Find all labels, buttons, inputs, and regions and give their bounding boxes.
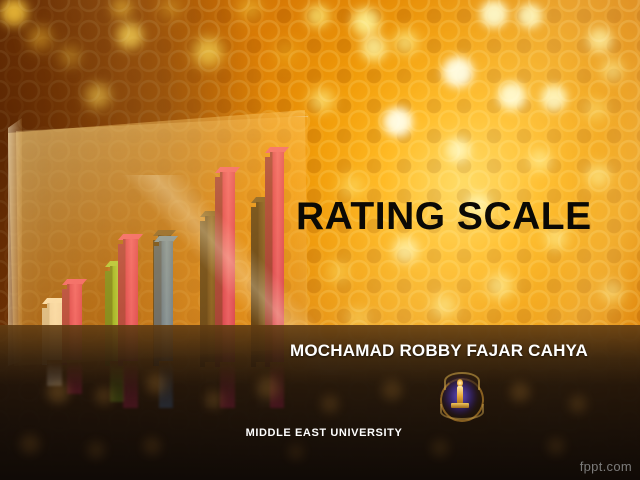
bokeh-dot [26, 24, 54, 52]
bokeh-dot [114, 20, 146, 52]
floor-bokeh-dot [205, 391, 223, 409]
floor-glow [0, 325, 640, 385]
bokeh-dot [515, 1, 545, 31]
bokeh-dot [326, 260, 350, 284]
floor-bokeh-dot [87, 441, 105, 459]
bokeh-dot [495, 79, 529, 113]
floor-bokeh-dot [146, 374, 166, 394]
bokeh-dot [358, 32, 390, 64]
bokeh-dot [308, 86, 336, 114]
organization-name: MIDDLE EAST UNIVERSITY [0, 427, 640, 439]
bokeh-dot [392, 28, 420, 56]
floor-bokeh-dot [288, 444, 304, 460]
floor-bokeh-dot [257, 377, 279, 399]
floor-bokeh-dot [382, 380, 402, 400]
bokeh-dot [538, 82, 570, 114]
bokeh-dot [584, 162, 612, 190]
bokeh-dot [339, 173, 365, 199]
glass-panel-edge [8, 118, 22, 366]
bokeh-dot [443, 135, 473, 165]
bokeh-dot [463, 191, 493, 221]
floor-bokeh-dot [431, 439, 449, 457]
glass-panel [8, 110, 308, 366]
bokeh-dot [439, 53, 477, 91]
floor-bokeh-dot [510, 382, 530, 402]
bokeh-dot [542, 224, 570, 252]
bokeh-dot [599, 279, 625, 305]
floor-bokeh-dot [547, 437, 565, 455]
bokeh-dot [485, 271, 515, 301]
bar-5b [265, 147, 290, 367]
floor-bokeh-dot [321, 395, 339, 413]
bar-4b [215, 167, 241, 367]
bokeh-dot [58, 44, 82, 68]
organization-label: MIDDLE EAST UNIVERSITY [245, 427, 403, 439]
bokeh-dot [237, 0, 263, 21]
floor-bokeh-dot [143, 437, 161, 455]
bar-1b-reflection [67, 362, 82, 394]
floor-bokeh-dot [569, 395, 587, 413]
page-title: RATING SCALE [296, 195, 592, 238]
floor-bokeh-dot [20, 434, 40, 454]
bokeh-dot [304, 2, 332, 30]
bokeh-dot [0, 0, 31, 29]
bokeh-dot [110, 0, 134, 20]
bokeh-dot [390, 234, 422, 266]
bokeh-dot [527, 147, 553, 173]
floor-bokeh-dot [95, 387, 113, 405]
bokeh-dot [275, 41, 297, 63]
bokeh-dot [83, 81, 113, 111]
floor-bokeh-dot [47, 381, 69, 403]
bar-2b-reflection [123, 362, 138, 408]
bokeh-dot [159, 0, 181, 19]
bokeh-dot [477, 0, 511, 31]
bokeh-dot [584, 98, 608, 122]
presenter-name: MOCHAMAD ROBBY FAJAR CAHYA [290, 341, 589, 360]
middle-east-university-emblem-icon [431, 372, 489, 425]
bokeh-dot [430, 292, 458, 320]
bokeh-dot [380, 104, 416, 140]
watermark: fppt.com [579, 459, 632, 474]
bokeh-dot [585, 25, 615, 55]
bokeh-dot [599, 57, 625, 83]
bokeh-dot [190, 34, 226, 70]
reflective-floor [0, 325, 640, 480]
